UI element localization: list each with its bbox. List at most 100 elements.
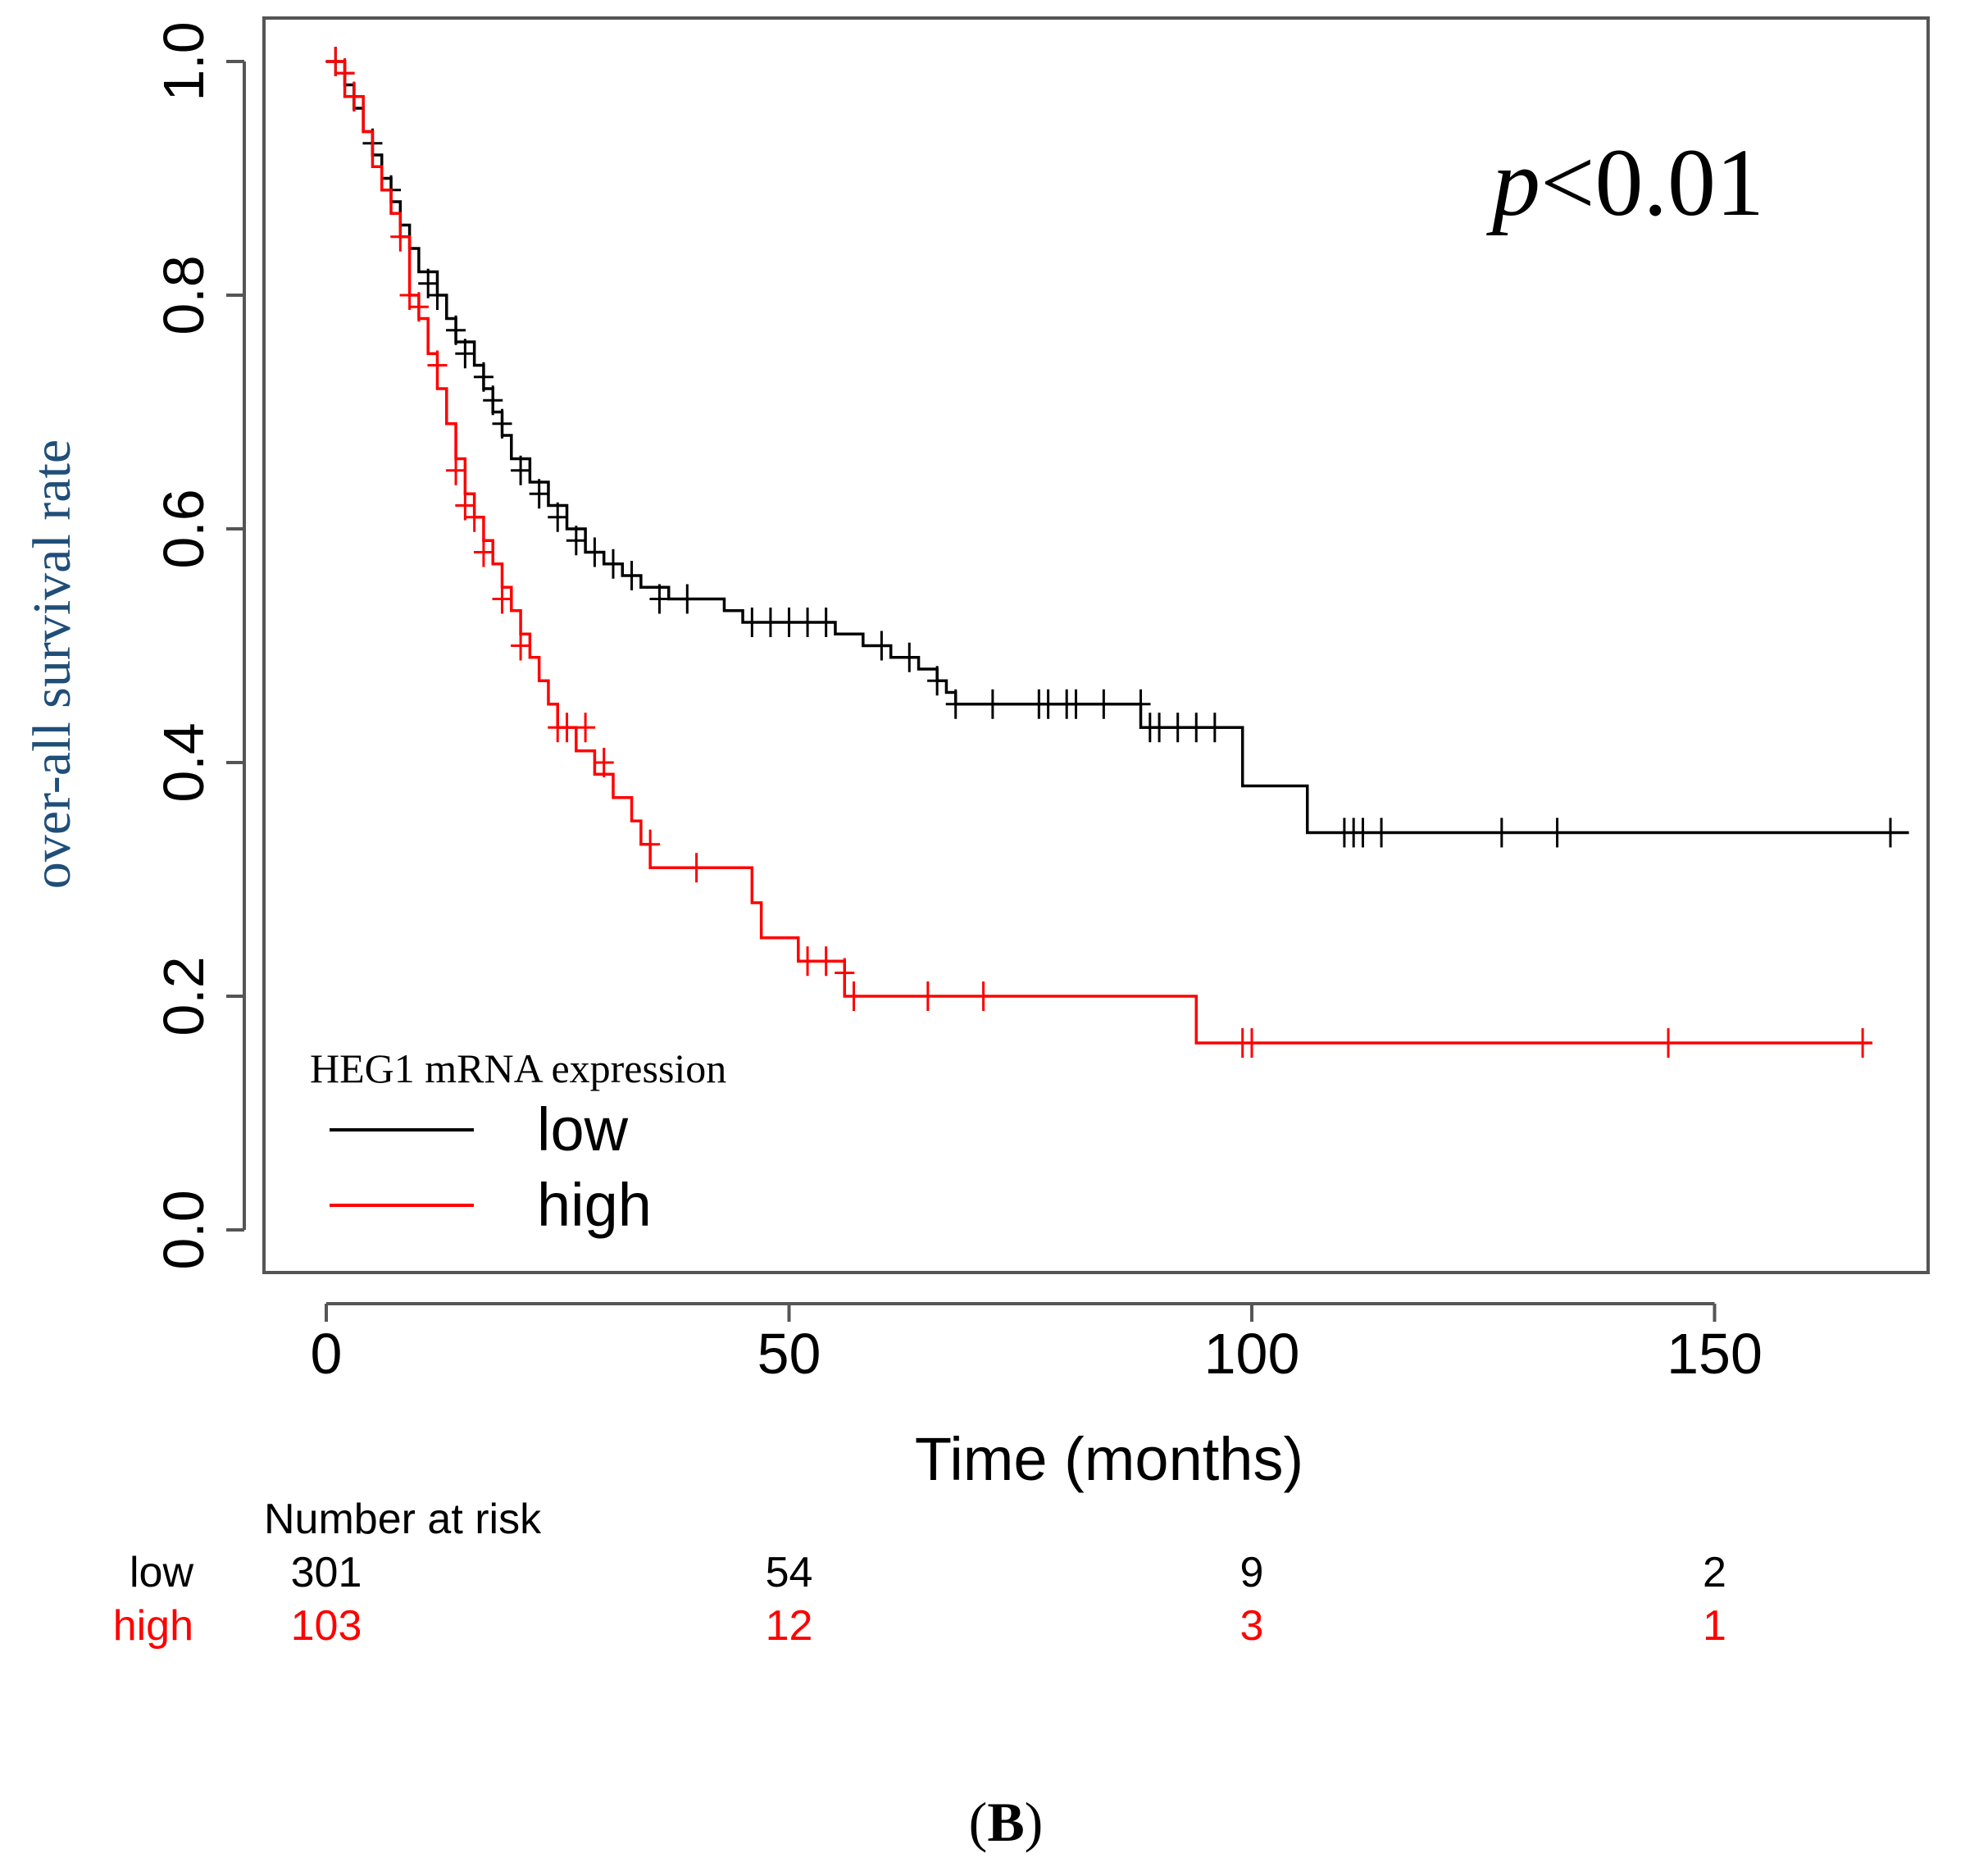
censor-mark-low	[1204, 713, 1225, 743]
censor-mark-high	[917, 981, 938, 1011]
censor-mark-high	[446, 455, 466, 485]
censor-mark-low	[1186, 713, 1207, 743]
risk-count: 12	[766, 1602, 813, 1650]
censor-mark-high	[816, 946, 836, 977]
censor-mark-low	[603, 549, 623, 579]
censor-mark-high	[1853, 1028, 1873, 1058]
censor-mark-low	[742, 608, 762, 637]
x-axis-label: Time (months)	[915, 1425, 1303, 1493]
censor-mark-low	[1149, 713, 1170, 743]
y-tick-label: 1.0	[152, 21, 216, 101]
censor-mark-low	[427, 280, 448, 310]
censor-mark-low	[584, 537, 605, 567]
p-value-text: <0.01	[1540, 129, 1764, 236]
censor-mark-high	[557, 713, 577, 743]
censor-mark-low	[511, 455, 531, 485]
censor-mark-low	[1547, 817, 1567, 848]
risk-table-rows: low 301 54 9 2 high 103 12 3 1	[113, 1549, 1726, 1650]
censor-mark-high	[1658, 1028, 1679, 1058]
censor-mark-low	[1038, 689, 1058, 719]
x-tick-label: 150	[1667, 1322, 1763, 1386]
y-tick-label: 0.0	[152, 1190, 216, 1269]
p-value-symbol: p	[1486, 129, 1540, 236]
risk-count: 9	[1240, 1549, 1264, 1596]
censor-mark-high	[1242, 1028, 1262, 1058]
censor-mark-low	[1353, 817, 1373, 848]
censor-mark-low	[1881, 817, 1901, 848]
legend-title: HEG1 mRNA expression	[310, 1045, 726, 1091]
censor-mark-low	[677, 584, 698, 614]
survival-curves	[325, 47, 1909, 1058]
censor-mark-high	[408, 292, 429, 322]
censor-mark-low	[529, 479, 549, 509]
censor-mark-high	[473, 537, 494, 567]
censor-mark-high	[492, 584, 512, 614]
y-tick-label: 0.6	[152, 489, 216, 568]
series-high	[325, 47, 1873, 1058]
censor-mark-low	[816, 608, 836, 637]
censor-mark-low	[798, 608, 818, 637]
censor-mark-low	[649, 584, 670, 614]
censor-mark-low	[492, 408, 512, 439]
x-tick-label: 50	[757, 1322, 821, 1386]
risk-count: 2	[1703, 1549, 1726, 1596]
censor-mark-low	[1094, 689, 1114, 719]
censor-mark-low	[621, 561, 642, 590]
censor-mark-low	[473, 362, 494, 392]
censor-mark-high	[455, 490, 475, 521]
censor-mark-low	[418, 268, 439, 298]
legend-label-high: high	[537, 1171, 652, 1239]
caption-letter: B	[987, 1791, 1024, 1853]
censor-mark-low	[899, 642, 920, 672]
censor-mark-low	[446, 315, 466, 345]
risk-count: 54	[766, 1549, 813, 1596]
censor-mark-low	[927, 666, 948, 696]
censor-mark-high	[973, 981, 994, 1011]
censor-mark-high	[511, 631, 531, 661]
censor-mark-low	[1167, 713, 1188, 743]
risk-count: 3	[1240, 1602, 1264, 1650]
risk-table-title: Number at risk	[264, 1496, 542, 1543]
censor-mark-low	[1371, 817, 1392, 848]
y-tick-label: 0.2	[152, 956, 216, 1036]
y-tick-label: 0.8	[152, 255, 216, 335]
risk-count: 301	[291, 1549, 362, 1596]
risk-row-label: low	[130, 1549, 193, 1596]
censor-mark-high	[640, 829, 661, 859]
censor-mark-low	[1491, 817, 1512, 848]
censor-mark-low	[1130, 689, 1151, 719]
censor-mark-high	[390, 221, 411, 252]
y-axis: 0.0 0.2 0.4 0.6 0.8 1.0	[152, 21, 246, 1270]
censor-mark-high	[334, 58, 355, 89]
censor-mark-high	[575, 713, 596, 743]
legend: HEG1 mRNA expression low high	[310, 1045, 726, 1239]
censor-mark-low	[455, 339, 475, 369]
censor-mark-high	[594, 748, 614, 777]
censor-mark-low	[779, 608, 799, 637]
caption-close: )	[1025, 1791, 1044, 1853]
censor-mark-low	[945, 689, 966, 719]
x-tick-label: 0	[311, 1322, 343, 1386]
risk-count: 103	[291, 1602, 362, 1650]
censor-mark-low	[483, 385, 503, 416]
censor-mark-high	[835, 958, 855, 988]
panel-caption: (B)	[969, 1791, 1044, 1853]
censor-mark-high	[343, 81, 364, 112]
censor-mark-low	[760, 608, 780, 637]
risk-row-low: low 301 54 9 2	[130, 1549, 1726, 1596]
censor-mark-high	[399, 280, 420, 310]
censor-mark-low	[982, 689, 1003, 719]
censor-mark-low	[871, 631, 892, 661]
censor-mark-high	[464, 502, 484, 532]
risk-row-label: high	[113, 1602, 193, 1650]
censor-mark-low	[1066, 689, 1086, 719]
y-tick-label: 0.4	[152, 722, 216, 802]
censor-mark-high	[686, 853, 707, 883]
censor-mark-high	[844, 981, 864, 1011]
censor-mark-low	[548, 502, 568, 532]
caption-open: (	[969, 1791, 988, 1853]
legend-label-low: low	[537, 1095, 629, 1163]
risk-table: Number at risk low 301 54 9 2 high 103 12 3 1	[113, 1496, 1726, 1650]
risk-row-high: high 103 12 3 1	[113, 1602, 1726, 1650]
